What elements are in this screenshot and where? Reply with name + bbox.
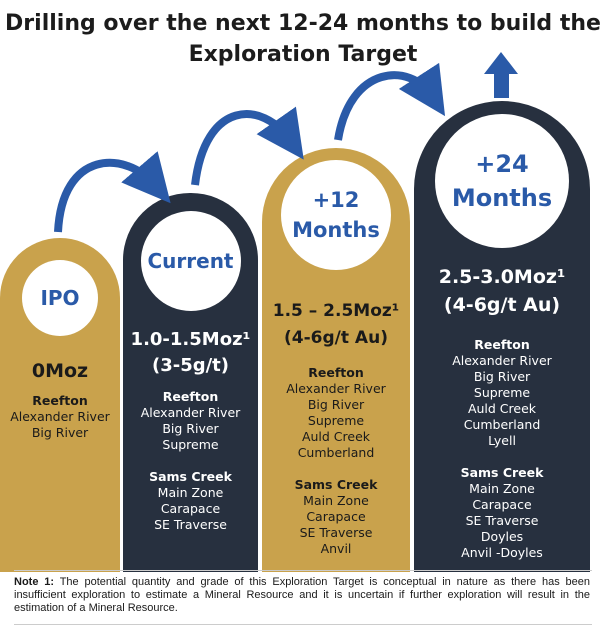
- column-plus24: +24 Months 2.5-3.0Moz¹ (4-6g/t Au) Reeft…: [414, 101, 590, 572]
- column-current: Current 1.0-1.5Moz¹ (3-5g/t) Reefton Ale…: [123, 193, 258, 572]
- ipo-reefton-site: Alexander River: [10, 409, 110, 424]
- plus24-sites: Reefton Alexander River Big River Suprem…: [414, 337, 590, 561]
- plus12-sams-site: Anvil: [320, 541, 352, 556]
- plus12-reefton-site: Auld Creek: [301, 429, 371, 444]
- current-sams-site: Carapace: [160, 501, 221, 516]
- plus24-label-line1: +24: [475, 150, 529, 178]
- plus12-sams-site: SE Traverse: [299, 525, 373, 540]
- plus24-sams-site: SE Traverse: [465, 513, 539, 528]
- ipo-reefton-head: Reefton: [32, 393, 88, 408]
- plus24-reefton-site: Lyell: [488, 433, 516, 448]
- note-divider: [14, 570, 592, 571]
- current-amount-line2: (3-5g/t): [151, 355, 230, 376]
- ipo-sites: Reefton Alexander River Big River: [0, 393, 120, 441]
- footnote-label: Note 1:: [14, 576, 55, 588]
- plus24-reefton-site: Big River: [473, 369, 531, 384]
- plus24-sams-site: Anvil -Doyles: [461, 545, 543, 560]
- plus12-circle: +12 Months: [281, 160, 391, 270]
- plus12-amount-line1: 1.5 – 2.5Moz¹: [272, 301, 400, 321]
- plus12-reefton-head: Reefton: [308, 365, 364, 380]
- plus24-reefton-site: Auld Creek: [467, 401, 537, 416]
- current-reefton-head: Reefton: [162, 389, 219, 404]
- plus24-circle: +24 Months: [435, 114, 569, 248]
- plus12-reefton-site: Supreme: [307, 413, 365, 428]
- plus24-label-line2: Months: [451, 184, 553, 212]
- ipo-amount-line1: 0Moz: [31, 360, 89, 382]
- plus12-reefton-site: Cumberland: [297, 445, 375, 460]
- plus24-sams-site: Doyles: [480, 529, 524, 544]
- current-sams-site: SE Traverse: [154, 517, 227, 532]
- plus24-sams-head: Sams Creek: [460, 465, 544, 480]
- current-label: Current: [147, 249, 234, 273]
- current-circle: Current: [140, 211, 241, 311]
- ipo-amount: 0Moz: [0, 358, 120, 384]
- column-ipo: IPO 0Moz Reefton Alexander River Big Riv…: [0, 238, 120, 572]
- plus24-amount-line1: 2.5-3.0Moz¹: [438, 266, 566, 288]
- current-reefton-site: Alexander River: [140, 405, 241, 420]
- arrow-ipo-to-current: [54, 151, 171, 233]
- ipo-circle: IPO: [22, 260, 98, 336]
- ipo-label: IPO: [40, 286, 80, 310]
- footnote: Note 1: The potential quantity and grade…: [14, 576, 590, 615]
- page-title: Drilling over the next 12-24 months to b…: [0, 8, 606, 70]
- plus24-amount: 2.5-3.0Moz¹ (4-6g/t Au): [414, 263, 590, 319]
- ipo-reefton-site: Big River: [31, 425, 89, 440]
- current-sams-head: Sams Creek: [149, 469, 232, 484]
- plus24-reefton-head: Reefton: [474, 337, 530, 352]
- plus12-sams-head: Sams Creek: [294, 477, 378, 492]
- plus12-amount-line2: (4-6g/t Au): [284, 328, 388, 348]
- up-arrow-icon: [484, 52, 518, 98]
- current-reefton-site: Big River: [162, 421, 219, 436]
- plus24-reefton-site: Cumberland: [463, 417, 541, 432]
- plus12-sites: Reefton Alexander River Big River Suprem…: [262, 365, 410, 557]
- plus12-label-line2: Months: [292, 218, 380, 242]
- plus24-sams-site: Main Zone: [469, 481, 535, 496]
- current-sams-site: Main Zone: [157, 485, 224, 500]
- plus12-reefton-site: Alexander River: [286, 381, 386, 396]
- current-sites: Reefton Alexander River Big River Suprem…: [123, 389, 258, 533]
- plus12-reefton-site: Big River: [307, 397, 365, 412]
- plus24-reefton-site: Alexander River: [452, 353, 552, 368]
- plus12-sams-site: Carapace: [306, 509, 366, 524]
- arrow-current-to-plus12: [191, 106, 304, 186]
- plus12-label-line1: +12: [312, 188, 360, 212]
- footnote-text: The potential quantity and grade of this…: [14, 576, 591, 614]
- plus12-amount: 1.5 – 2.5Moz¹ (4-6g/t Au): [262, 298, 410, 352]
- plus24-reefton-site: Supreme: [473, 385, 531, 400]
- current-amount: 1.0-1.5Moz¹ (3-5g/t): [123, 327, 258, 379]
- current-amount-line1: 1.0-1.5Moz¹: [130, 329, 251, 350]
- arrow-plus12-to-plus24: [334, 62, 446, 141]
- plus12-sams-site: Main Zone: [303, 493, 369, 508]
- current-reefton-site: Supreme: [162, 437, 219, 452]
- bottom-divider: [14, 624, 592, 625]
- plus24-sams-site: Carapace: [472, 497, 532, 512]
- title-text: Drilling over the next 12-24 months to b…: [5, 11, 601, 67]
- column-plus12: +12 Months 1.5 – 2.5Moz¹ (4-6g/t Au) Ree…: [262, 148, 410, 572]
- plus24-amount-line2: (4-6g/t Au): [443, 294, 561, 316]
